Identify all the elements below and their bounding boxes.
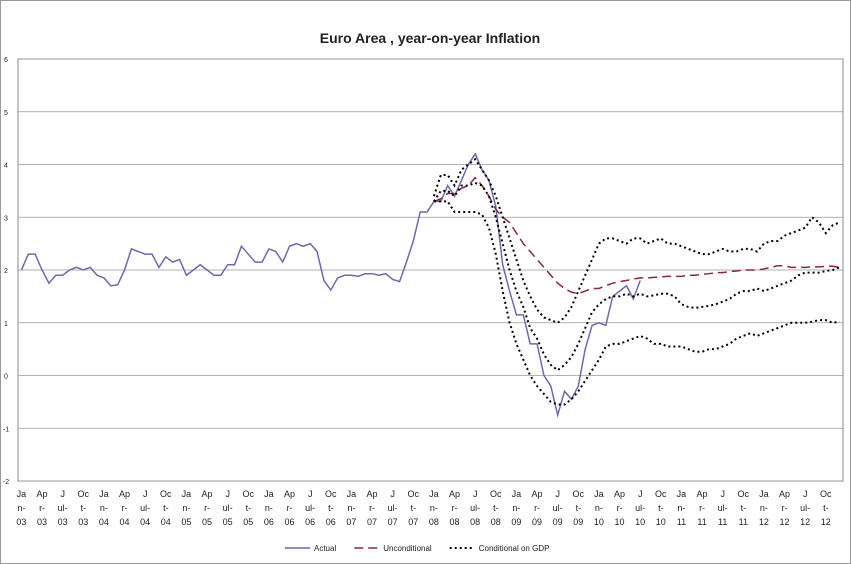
series-line: [433, 181, 840, 372]
x-tick-label: Oc t-12: [820, 489, 832, 527]
x-tick-label: Ja n-10: [594, 489, 604, 527]
chart-title: Euro Area , year-on-year Inflation: [320, 30, 540, 46]
legend-label: Unconditional: [383, 544, 432, 553]
series-line: [433, 176, 840, 295]
x-tick-label: Oc t-06: [325, 489, 337, 527]
x-tick-label: Oc t-08: [490, 489, 502, 527]
y-tick-label: 5: [4, 110, 8, 117]
x-tick-label: Oc t-11: [738, 489, 750, 527]
x-tick-label: Ap r-08: [449, 489, 460, 527]
series-line: [20, 152, 641, 419]
x-tick-label: Ja n-06: [264, 489, 274, 527]
x-tick-label: Ja n-04: [99, 489, 109, 527]
x-tick-label: Ja n-09: [511, 489, 521, 527]
x-tick-label: Ap r-04: [119, 489, 130, 527]
series-line: [432, 157, 840, 324]
x-tick-label: Ap r-12: [779, 489, 790, 527]
y-tick-label: 1: [4, 321, 8, 328]
x-tick-label: Ap r-03: [37, 489, 48, 527]
x-tick-label: Ap r-11: [697, 489, 708, 527]
y-tick-label: 3: [4, 215, 8, 222]
series-line: [433, 200, 840, 406]
x-tick-label: Ap r-07: [367, 489, 378, 527]
x-tick-label: Oc t-05: [243, 489, 255, 527]
x-tick-label: Ap r-09: [532, 489, 543, 527]
x-tick-label: Ja n-12: [759, 489, 769, 527]
x-tick-label: Ap r-06: [284, 489, 295, 527]
legend-label: Actual: [314, 544, 336, 553]
x-tick-label: Oc t-03: [78, 489, 90, 527]
x-tick-label: Oc t-07: [408, 489, 420, 527]
y-tick-label: 4: [4, 163, 8, 170]
x-tick-label: Ja n-05: [181, 489, 191, 527]
y-tick-label: 2: [4, 268, 8, 275]
x-tick-label: Ap r-05: [202, 489, 213, 527]
y-tick-label: -2: [3, 479, 9, 486]
x-tick-label: Ja n-07: [346, 489, 356, 527]
legend-label: Conditional on GDP: [479, 544, 550, 553]
x-tick-label: Ja n-03: [16, 489, 26, 527]
x-tick-label: Oc t-09: [573, 489, 585, 527]
x-tick-label: Oc t-10: [655, 489, 667, 527]
y-tick-label: 0: [4, 374, 8, 381]
x-tick-label: Ja n-08: [429, 489, 439, 527]
x-tick-label: Oc t-04: [160, 489, 172, 527]
y-tick-label: 6: [4, 57, 8, 64]
x-tick-label: Ja n-11: [677, 489, 687, 527]
y-tick-label: -1: [3, 426, 9, 433]
x-tick-label: Ap r-10: [614, 489, 625, 527]
